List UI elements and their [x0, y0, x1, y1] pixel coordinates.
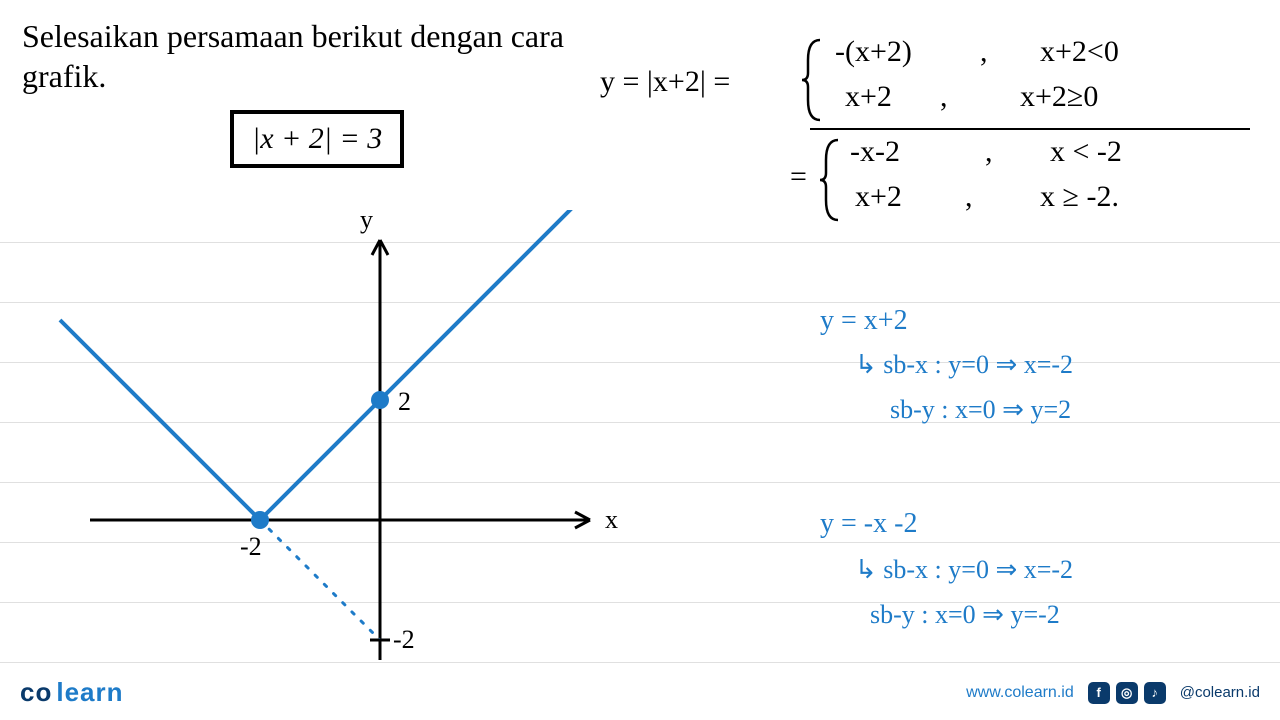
footer-bar: colearn www.colearn.id f ◎ ♪ @colearn.id: [20, 677, 1260, 708]
piece2-left: x+2: [845, 80, 892, 114]
brand-logo: colearn: [20, 677, 124, 708]
footer-url: www.colearn.id: [966, 684, 1074, 702]
brand-learn: learn: [56, 677, 123, 707]
svg-text:y: y: [360, 210, 373, 234]
piece2-comma: ,: [940, 80, 948, 114]
instagram-icon: ◎: [1116, 682, 1138, 704]
footer-handle: @colearn.id: [1180, 684, 1260, 701]
brace-1: [800, 35, 830, 125]
svg-text:-2: -2: [240, 532, 262, 561]
piece3-comma: ,: [985, 135, 993, 169]
footer-right: www.colearn.id f ◎ ♪ @colearn.id: [966, 682, 1260, 704]
equals-2: =: [790, 160, 807, 194]
piece3-left: -x-2: [850, 135, 900, 169]
svg-text:2: 2: [398, 387, 411, 416]
brace-2: [818, 135, 848, 225]
piece1-comma: ,: [980, 35, 988, 69]
blue-line2: ↳ sb-x : y=0 ⇒ x=-2: [855, 350, 1073, 380]
svg-text:-2: -2: [393, 625, 415, 654]
facebook-icon: f: [1088, 682, 1110, 704]
question-line2: grafik.: [22, 58, 106, 95]
question-line1: Selesaikan persamaan berikut dengan cara: [22, 18, 564, 55]
hand-y-expr: y = |x+2| =: [600, 65, 730, 99]
piece1-right: x+2<0: [1040, 35, 1119, 69]
divider-line: [810, 128, 1250, 130]
blue-line1: y = x+2: [820, 305, 908, 337]
blue-line3: sb-y : x=0 ⇒ y=2: [890, 395, 1071, 425]
piece1-left: -(x+2): [835, 35, 912, 69]
svg-text:x: x: [605, 505, 618, 534]
piece4-left: x+2: [855, 180, 902, 214]
blue-line4: y = -x -2: [820, 508, 917, 540]
absolute-value-graph: y x 2 -2 -2: [30, 210, 670, 680]
equation-box: |x + 2| = 3: [230, 110, 404, 168]
social-icons: f ◎ ♪: [1088, 682, 1166, 704]
piece4-right: x ≥ -2.: [1040, 180, 1119, 214]
piece4-comma: ,: [965, 180, 973, 214]
blue-line6: sb-y : x=0 ⇒ y=-2: [870, 600, 1060, 630]
piece2-right: x+2≥0: [1020, 80, 1098, 114]
blue-line5: ↳ sb-x : y=0 ⇒ x=-2: [855, 555, 1073, 585]
piece3-right: x < -2: [1050, 135, 1122, 169]
brand-co: co: [20, 677, 52, 707]
tiktok-icon: ♪: [1144, 682, 1166, 704]
